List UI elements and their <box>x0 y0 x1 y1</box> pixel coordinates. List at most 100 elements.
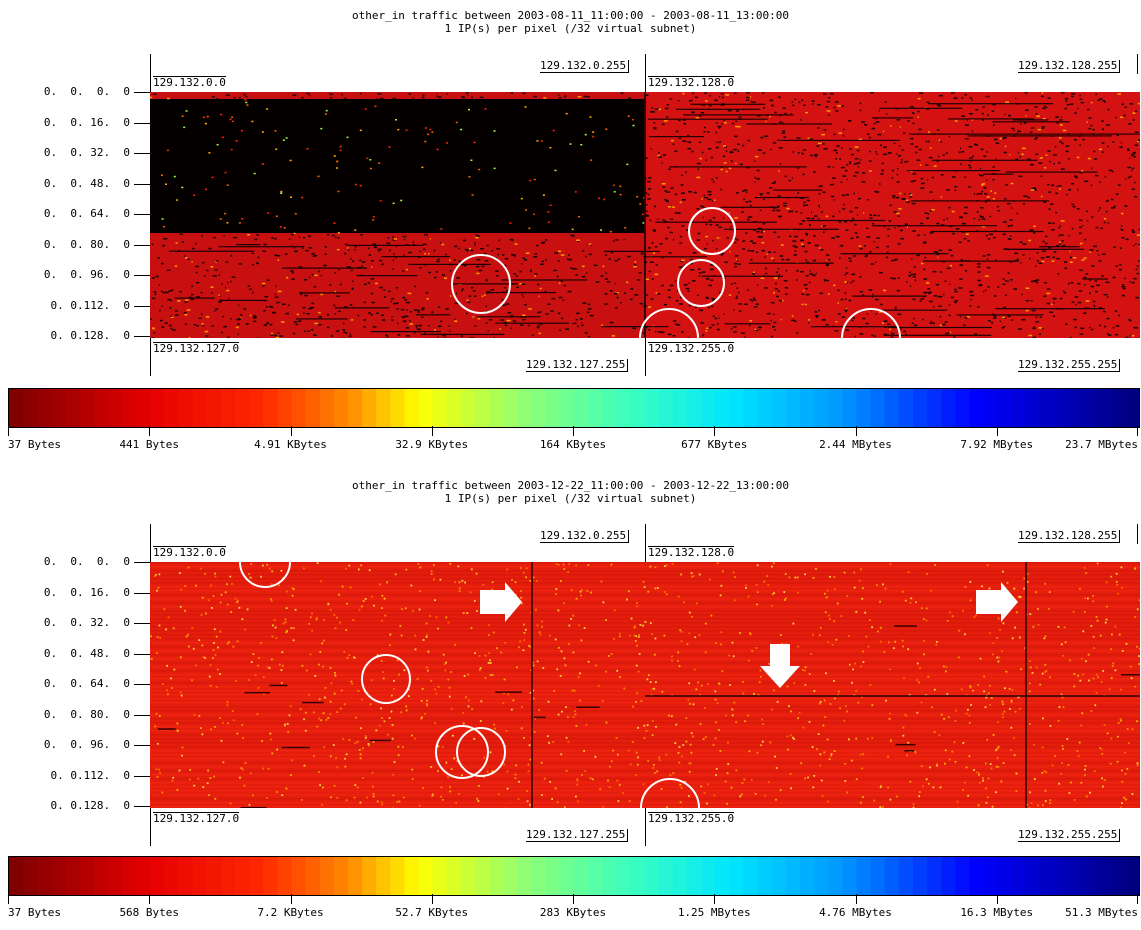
colorbar-tick-label: 7.2 KBytes <box>257 906 324 919</box>
colorbar-step <box>1011 857 1027 895</box>
colorbar-tick <box>8 894 9 904</box>
colorbar-step <box>235 857 250 895</box>
row-label: 0. 0. 16. 0 <box>43 115 130 129</box>
colorbar-step <box>545 857 561 895</box>
panel-1: other_in traffic between 2003-08-11_11:0… <box>8 9 1140 451</box>
colorbar-tick <box>149 894 151 904</box>
arrow-right-icon <box>976 582 1018 622</box>
row-tick <box>134 623 150 624</box>
colorbar-step <box>517 389 533 427</box>
colorbar-step <box>884 857 900 895</box>
colorbar-gradient <box>9 389 1140 427</box>
colorbar <box>8 856 1140 896</box>
colorbar-step <box>461 389 476 427</box>
colorbar-step <box>136 389 151 427</box>
colorbar-step <box>65 857 81 895</box>
colorbar-step <box>771 389 787 427</box>
colorbar-tick-label: 441 Bytes <box>119 438 180 451</box>
row-tick <box>134 153 150 154</box>
colorbar-tick <box>8 426 9 436</box>
colorbar-tick-label: 37 Bytes <box>8 438 61 451</box>
colorbar-step <box>588 857 603 895</box>
colorbar-tick-label: 4.91 KBytes <box>254 438 327 451</box>
colorbar-step <box>418 389 434 427</box>
colorbar-step <box>771 857 787 895</box>
colorbar-step <box>842 857 858 895</box>
label-left-bottom-end: 129.132.127.255 <box>526 359 629 372</box>
colorbar-tick <box>1137 894 1138 904</box>
colorbar-step <box>348 857 363 895</box>
colorbar-ticks: 37 Bytes 568 Bytes 7.2 KBytes 52.7 KBytes 28… <box>0 894 1141 924</box>
colorbar-step <box>997 389 1013 427</box>
row-label: 0. 0. 96. 0 <box>43 738 130 751</box>
colorbar-step <box>687 389 702 427</box>
label-right-bottom-start: 129.132.255.0 <box>648 342 735 355</box>
annotation-circle <box>435 725 489 779</box>
bracket-left-bottom <box>150 808 151 846</box>
colorbar-step <box>263 389 278 427</box>
colorbar-tick <box>290 894 292 904</box>
colorbar-step <box>9 389 24 427</box>
colorbar-tick-label: 16.3 MBytes <box>960 906 1034 919</box>
colorbar-step <box>249 857 264 895</box>
bracket-mid-top <box>645 54 646 92</box>
label-right-top-end: 129.132.128.255 <box>1018 60 1121 73</box>
colorbar-step <box>842 389 858 427</box>
label-right-bottom-end: 129.132.255.255 <box>1018 829 1121 842</box>
colorbar-tick-label: 283 KBytes <box>539 906 607 919</box>
colorbar-step <box>65 389 81 427</box>
colorbar-step <box>206 857 222 895</box>
colorbar-step <box>743 857 759 895</box>
colorbar-step <box>969 857 985 895</box>
row-label: 0. 0. 0. 0 <box>43 85 130 98</box>
row-label: 0. 0. 32. 0 <box>43 616 130 629</box>
colorbar-step <box>93 389 109 427</box>
colorbar-step <box>263 857 278 895</box>
label-right-top-end: 129.132.128.255 <box>1018 530 1121 543</box>
chart-title: other_in traffic between 2003-08-11_11:0… <box>351 9 790 22</box>
colorbar-step <box>814 389 829 427</box>
label-left-bottom-end: 129.132.127.255 <box>526 829 629 842</box>
colorbar-step <box>277 857 293 895</box>
colorbar-step <box>814 857 829 895</box>
colorbar-tick-label: 7.92 MBytes <box>960 438 1034 451</box>
colorbar-step <box>178 857 194 895</box>
colorbar-tick <box>855 894 857 904</box>
bracket-left-top <box>150 524 151 562</box>
colorbar-step <box>630 857 646 895</box>
colorbar-step <box>715 857 730 895</box>
colorbar-step <box>178 389 194 427</box>
colorbar-step <box>743 389 759 427</box>
colorbar-step <box>1124 857 1140 895</box>
colorbar-step <box>164 857 180 895</box>
row-label: 0. 0. 80. 0 <box>43 707 130 721</box>
annotation-circle <box>677 259 725 307</box>
colorbar-step <box>517 857 533 895</box>
colorbar-step <box>785 389 801 427</box>
colorbar-tick-label: 52.7 KBytes <box>395 906 469 919</box>
colorbar-step <box>475 389 490 427</box>
row-label: 0. 0. 96. 0 <box>43 268 130 281</box>
colorbar-step <box>150 857 165 895</box>
bracket-left-top <box>150 54 151 92</box>
colorbar-step <box>418 857 434 895</box>
row-label: 0. 0.128. 0 <box>50 799 130 812</box>
colorbar-step <box>277 389 293 427</box>
colorbar-step <box>658 857 674 895</box>
label-left-top-start: 129.132.0.0 <box>153 546 226 559</box>
row-label: 0. 0. 48. 0 <box>43 646 130 660</box>
colorbar-step <box>51 389 67 427</box>
row-tick <box>134 92 150 93</box>
colorbar-tick <box>573 894 574 904</box>
chart-subtitle: 1 IP(s) per pixel (/32 virtual subnet) <box>444 492 697 505</box>
colorbar-tick <box>996 426 998 436</box>
colorbar-step <box>729 857 745 895</box>
colorbar-step <box>729 389 745 427</box>
colorbar-step <box>475 857 490 895</box>
colorbar-step <box>983 857 999 895</box>
row-tick <box>134 122 150 124</box>
colorbar-step <box>870 389 886 427</box>
colorbar-step <box>376 389 391 427</box>
row-label: 0. 0.128. 0 <box>50 329 130 342</box>
colorbar-tick <box>431 426 433 436</box>
